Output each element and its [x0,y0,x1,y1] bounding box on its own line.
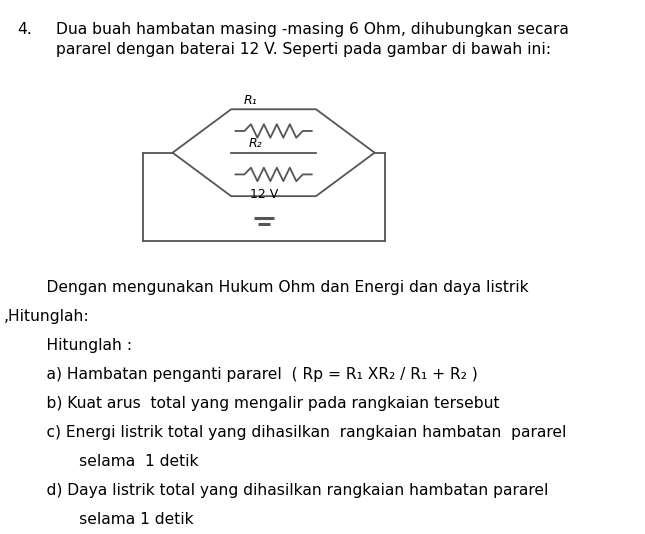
Text: Hitunglah :: Hitunglah : [27,338,132,353]
Text: Dengan mengunakan Hukum Ohm dan Energi dan daya listrik: Dengan mengunakan Hukum Ohm dan Energi d… [27,280,529,295]
Text: d) Daya listrik total yang dihasilkan rangkaian hambatan pararel: d) Daya listrik total yang dihasilkan ra… [27,483,549,498]
Text: selama 1 detik: selama 1 detik [45,513,193,528]
Text: c) Energi listrik total yang dihasilkan  rangkaian hambatan  pararel: c) Energi listrik total yang dihasilkan … [27,425,566,440]
Text: 12 V: 12 V [250,188,278,201]
Text: a) Hambatan penganti pararel  ( Rp = R₁ XR₂ / R₁ + R₂ ): a) Hambatan penganti pararel ( Rp = R₁ X… [27,367,478,382]
Text: R₂: R₂ [248,137,262,150]
Text: ,Hitunglah:: ,Hitunglah: [4,309,90,324]
Text: R₁: R₁ [243,95,257,107]
Text: Dua buah hambatan masing -masing 6 Ohm, dihubungkan secara: Dua buah hambatan masing -masing 6 Ohm, … [56,22,569,37]
Text: selama  1 detik: selama 1 detik [45,454,198,469]
Text: b) Kuat arus  total yang mengalir pada rangkaian tersebut: b) Kuat arus total yang mengalir pada ra… [27,396,500,411]
Text: 4.: 4. [17,22,32,37]
Text: pararel dengan baterai 12 V. Seperti pada gambar di bawah ini:: pararel dengan baterai 12 V. Seperti pad… [56,42,551,57]
